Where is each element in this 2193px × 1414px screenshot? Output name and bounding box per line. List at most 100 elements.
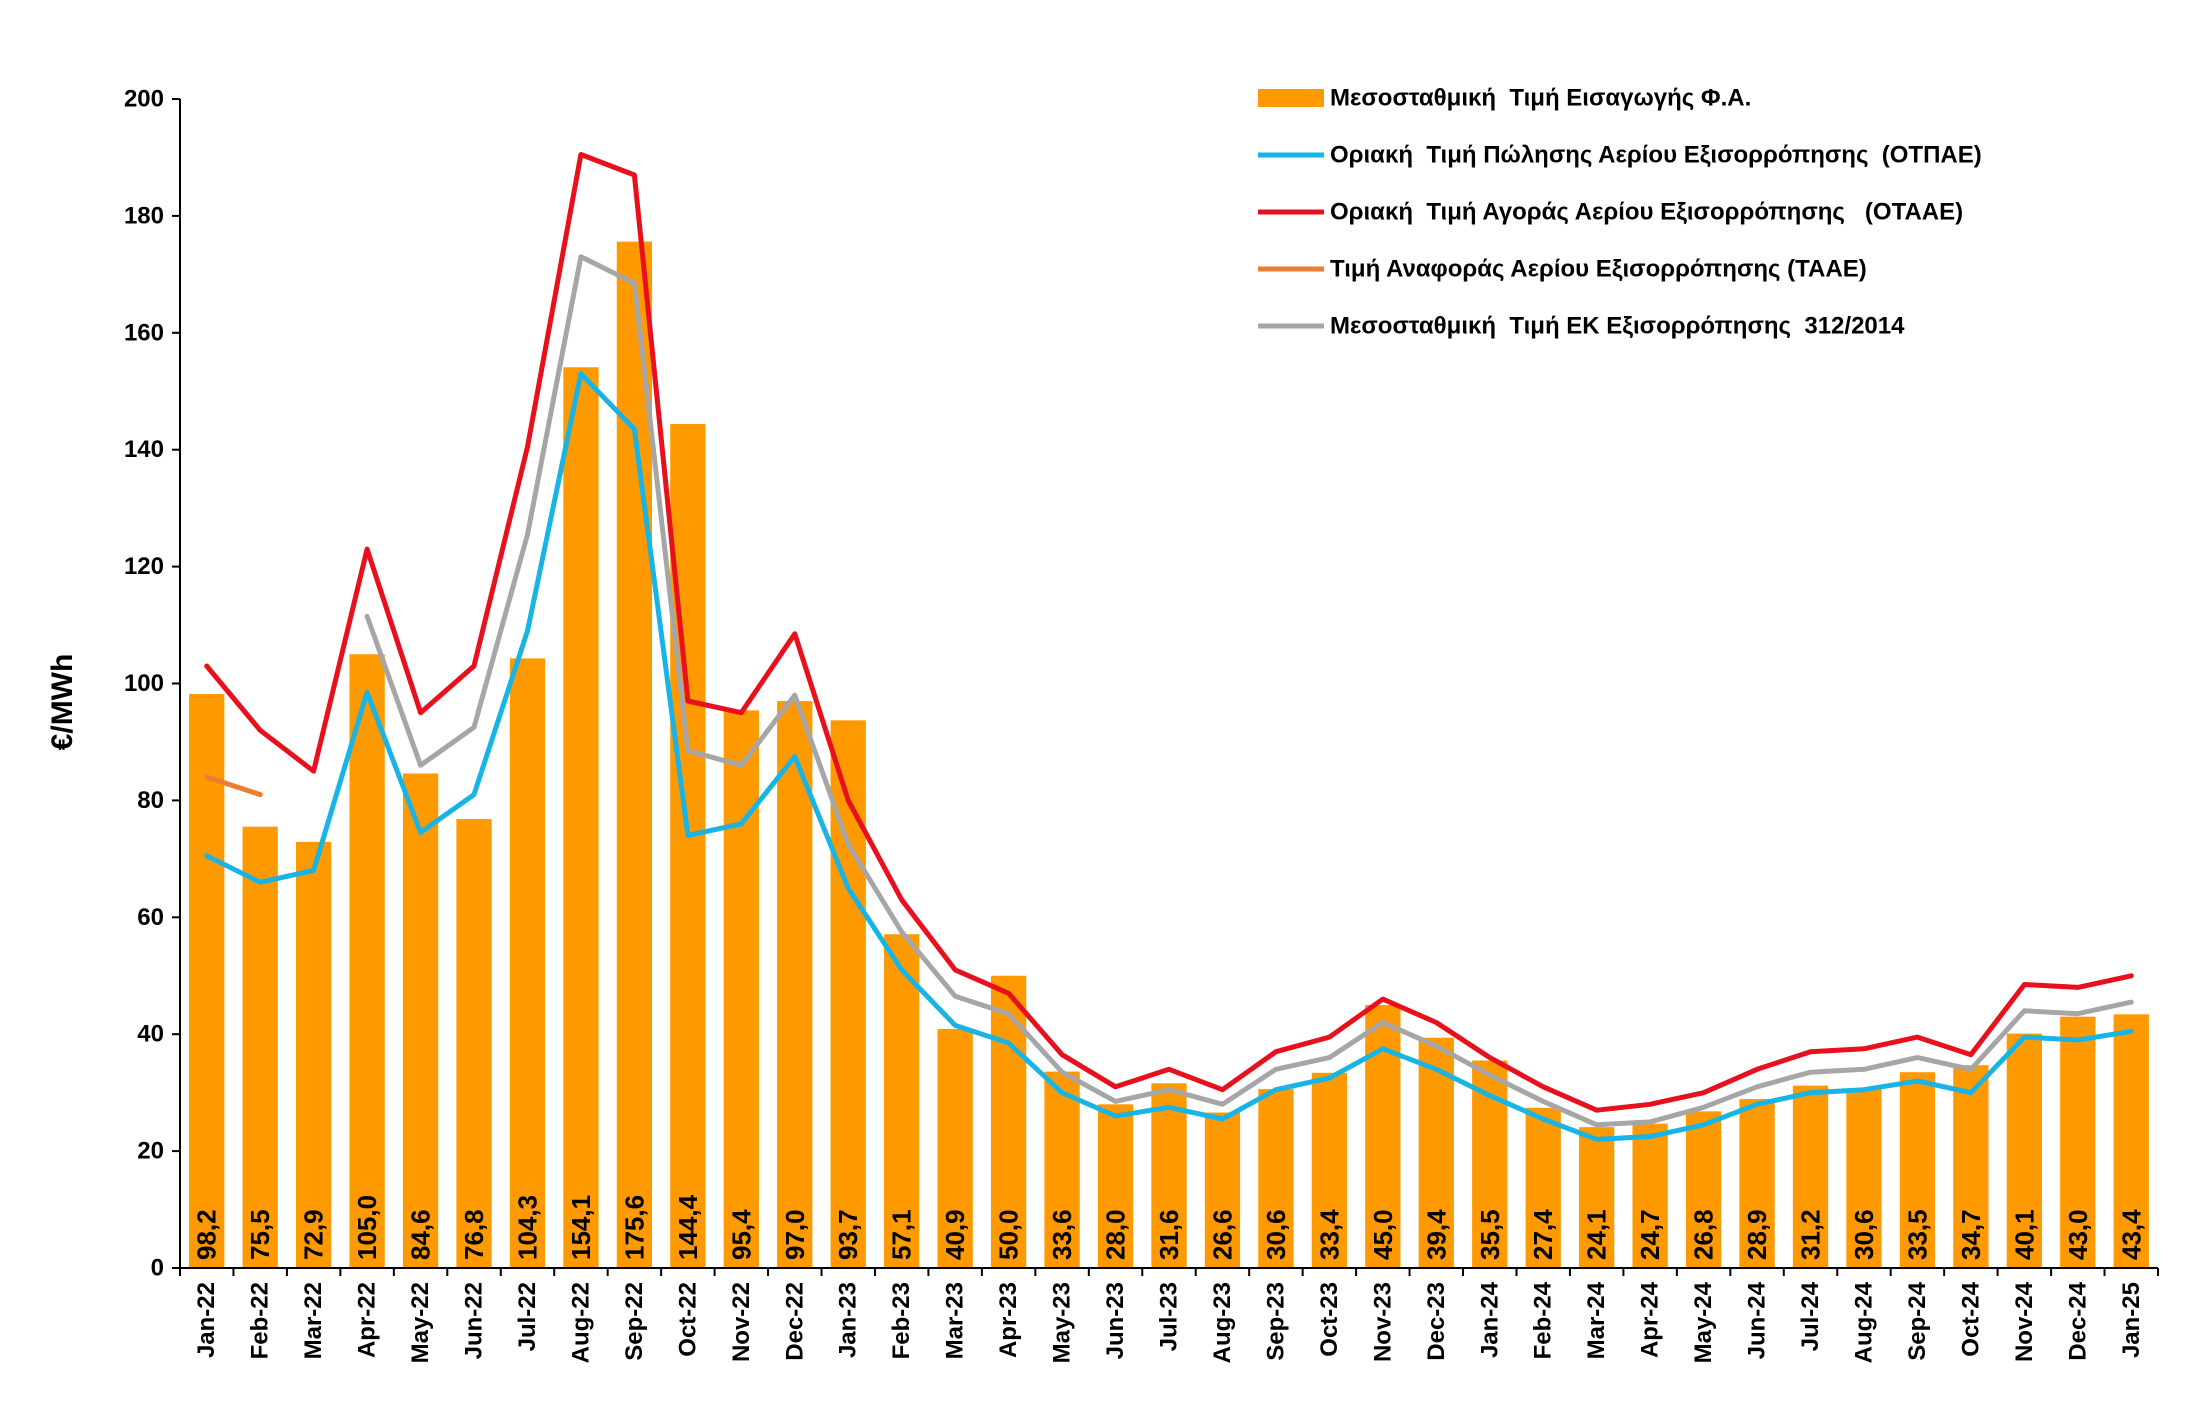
series-line-3: [204, 774, 263, 798]
bar-value-label: 50,0: [994, 1209, 1024, 1260]
x-tick-label: Aug-23: [1209, 1282, 1236, 1363]
bar-Mar-22: [296, 841, 332, 1268]
legend-label: Οριακή Τιμή Αγοράς Αερίου Εξισορρόπησης …: [1330, 199, 1963, 226]
legend-label: Μεσοσταθμική Τιμή ΕΚ Εξισορρόπησης 312/2…: [1330, 313, 1905, 340]
bar-Dec-22: [777, 701, 813, 1268]
series-line-1: [204, 371, 2134, 1142]
x-tick-label: Nov-24: [2011, 1281, 2038, 1362]
bar-value-label: 76,8: [459, 1209, 489, 1260]
bar-value-label: 31,6: [1154, 1209, 1184, 1260]
legend-label: Οριακή Τιμή Πώλησης Αερίου Εξισορρόπησης…: [1330, 142, 1982, 169]
bar-value-label: 26,6: [1207, 1209, 1237, 1260]
bar-value-label: 39,4: [1421, 1209, 1451, 1260]
x-tick-label: Sep-23: [1262, 1282, 1289, 1361]
bar-value-label: 27,4: [1528, 1209, 1558, 1260]
x-tick-label: Oct-24: [1957, 1281, 1984, 1356]
bar-value-label: 175,6: [619, 1195, 649, 1260]
bar-value-label: 30,6: [1849, 1209, 1879, 1260]
bar-value-label: 97,0: [780, 1209, 810, 1260]
bar-value-label: 98,2: [192, 1209, 222, 1260]
y-tick-label: 120: [124, 553, 164, 580]
x-tick-label: Mar-24: [1583, 1281, 1610, 1359]
bars-layer: [189, 241, 2149, 1268]
bar-value-label: 40,1: [2009, 1209, 2039, 1260]
x-tick-label: May-22: [407, 1282, 434, 1363]
x-tick-label: Jan-24: [1476, 1281, 1503, 1358]
x-tick-label: Sep-24: [1904, 1281, 1931, 1360]
bar-value-label: 33,6: [1047, 1209, 1077, 1260]
bar-value-label: 28,0: [1101, 1209, 1131, 1260]
y-tick-label: 100: [124, 670, 164, 697]
bar-Aug-24: [1846, 1089, 1882, 1268]
bar-value-label: 84,6: [406, 1209, 436, 1260]
x-tick-label: Jun-23: [1102, 1282, 1129, 1359]
bar-Sep-24: [1899, 1072, 1936, 1268]
bar-Nov-24: [2006, 1033, 2042, 1268]
x-tick-label: Nov-22: [728, 1282, 755, 1362]
axes-layer: 0 20 40 60 80 100 120 140 160 180 200 Jan-22 Feb-22 M…: [124, 86, 2159, 1363]
series-line-2: [204, 152, 2134, 1113]
bar-value-label: 57,1: [887, 1209, 917, 1260]
bar-Jul-22: [509, 658, 546, 1268]
x-tick-label: Apr-22: [354, 1282, 381, 1358]
bar-Apr-24: [1632, 1123, 1668, 1268]
bar-value-label: 31,2: [1796, 1209, 1826, 1260]
bar-value-label: 34,7: [1956, 1209, 1986, 1260]
x-tick-label: Jul-24: [1797, 1281, 1824, 1351]
bar-value-label: 105,0: [352, 1195, 382, 1260]
bar-value-label: 144,4: [673, 1194, 703, 1260]
bar-value-label: 28,9: [1742, 1209, 1772, 1260]
bar-value-label: 93,7: [833, 1209, 863, 1260]
bar-Jun-22: [456, 819, 492, 1268]
x-tick-label: Mar-22: [300, 1282, 327, 1359]
y-tick-label: 160: [124, 319, 164, 346]
bar-Jan-25: [2113, 1014, 2149, 1268]
x-tick-label: Mar-23: [942, 1282, 969, 1359]
bar-Nov-22: [723, 710, 759, 1268]
bar-value-label: 75,5: [245, 1209, 275, 1260]
bar-Oct-24: [1953, 1065, 1989, 1268]
bar-Oct-22: [670, 423, 706, 1268]
bar-value-label: 24,7: [1635, 1209, 1665, 1260]
bar-Feb-22: [242, 826, 278, 1268]
x-tick-label: Jun-24: [1744, 1281, 1771, 1359]
legend-swatch: [1258, 89, 1324, 107]
y-tick-label: 80: [137, 787, 164, 814]
bar-Jun-24: [1739, 1099, 1775, 1268]
y-axis-title: €/MWh: [46, 654, 79, 751]
lines-layer: [204, 152, 2134, 1142]
bar-value-label: 95,4: [726, 1209, 756, 1260]
bar-Apr-22: [349, 654, 385, 1268]
bar-value-label: 45,0: [1368, 1209, 1398, 1260]
x-tick-label: Apr-24: [1637, 1281, 1664, 1358]
x-tick-label: Jul-22: [514, 1282, 541, 1351]
bar-Aug-22: [563, 367, 599, 1268]
legend: Μεσοσταθμική Τιμή Εισαγωγής Φ.Α. Οριακή Τ…: [1258, 85, 1982, 340]
x-tick-label: May-23: [1049, 1282, 1076, 1363]
x-tick-label: Jan-23: [835, 1282, 862, 1358]
x-tick-label: Jun-22: [461, 1282, 488, 1359]
bar-value-label: 43,4: [2116, 1209, 2146, 1260]
bar-value-label: 24,1: [1582, 1209, 1612, 1260]
bar-Jul-24: [1792, 1085, 1829, 1268]
x-tick-label: Jan-25: [2118, 1282, 2145, 1358]
bar-Jan-22: [189, 694, 225, 1268]
legend-label: Μεσοσταθμική Τιμή Εισαγωγής Φ.Α.: [1330, 85, 1751, 112]
bar-value-label: 33,4: [1314, 1209, 1344, 1260]
bar-value-label: 40,9: [940, 1209, 970, 1260]
bar-Mar-23: [937, 1028, 973, 1268]
bar-Aug-23: [1204, 1112, 1241, 1268]
y-tick-label: 180: [124, 202, 164, 229]
bar-Feb-23: [884, 934, 920, 1268]
series-line-4: [364, 254, 2134, 1128]
bar-May-23: [1044, 1071, 1080, 1268]
x-tick-label: Oct-23: [1316, 1282, 1343, 1357]
x-tick-label: Dec-24: [2064, 1281, 2091, 1360]
bar-value-label: 43,0: [2063, 1209, 2093, 1260]
bar-Dec-24: [2060, 1016, 2096, 1268]
legend-label: Τιμή Αναφοράς Αερίου Εξισορρόπησης (ΤΑΑΕ…: [1330, 256, 1867, 283]
y-tick-label: 40: [137, 1021, 164, 1048]
bar-Sep-23: [1258, 1089, 1294, 1268]
bar-Jul-23: [1151, 1083, 1187, 1268]
